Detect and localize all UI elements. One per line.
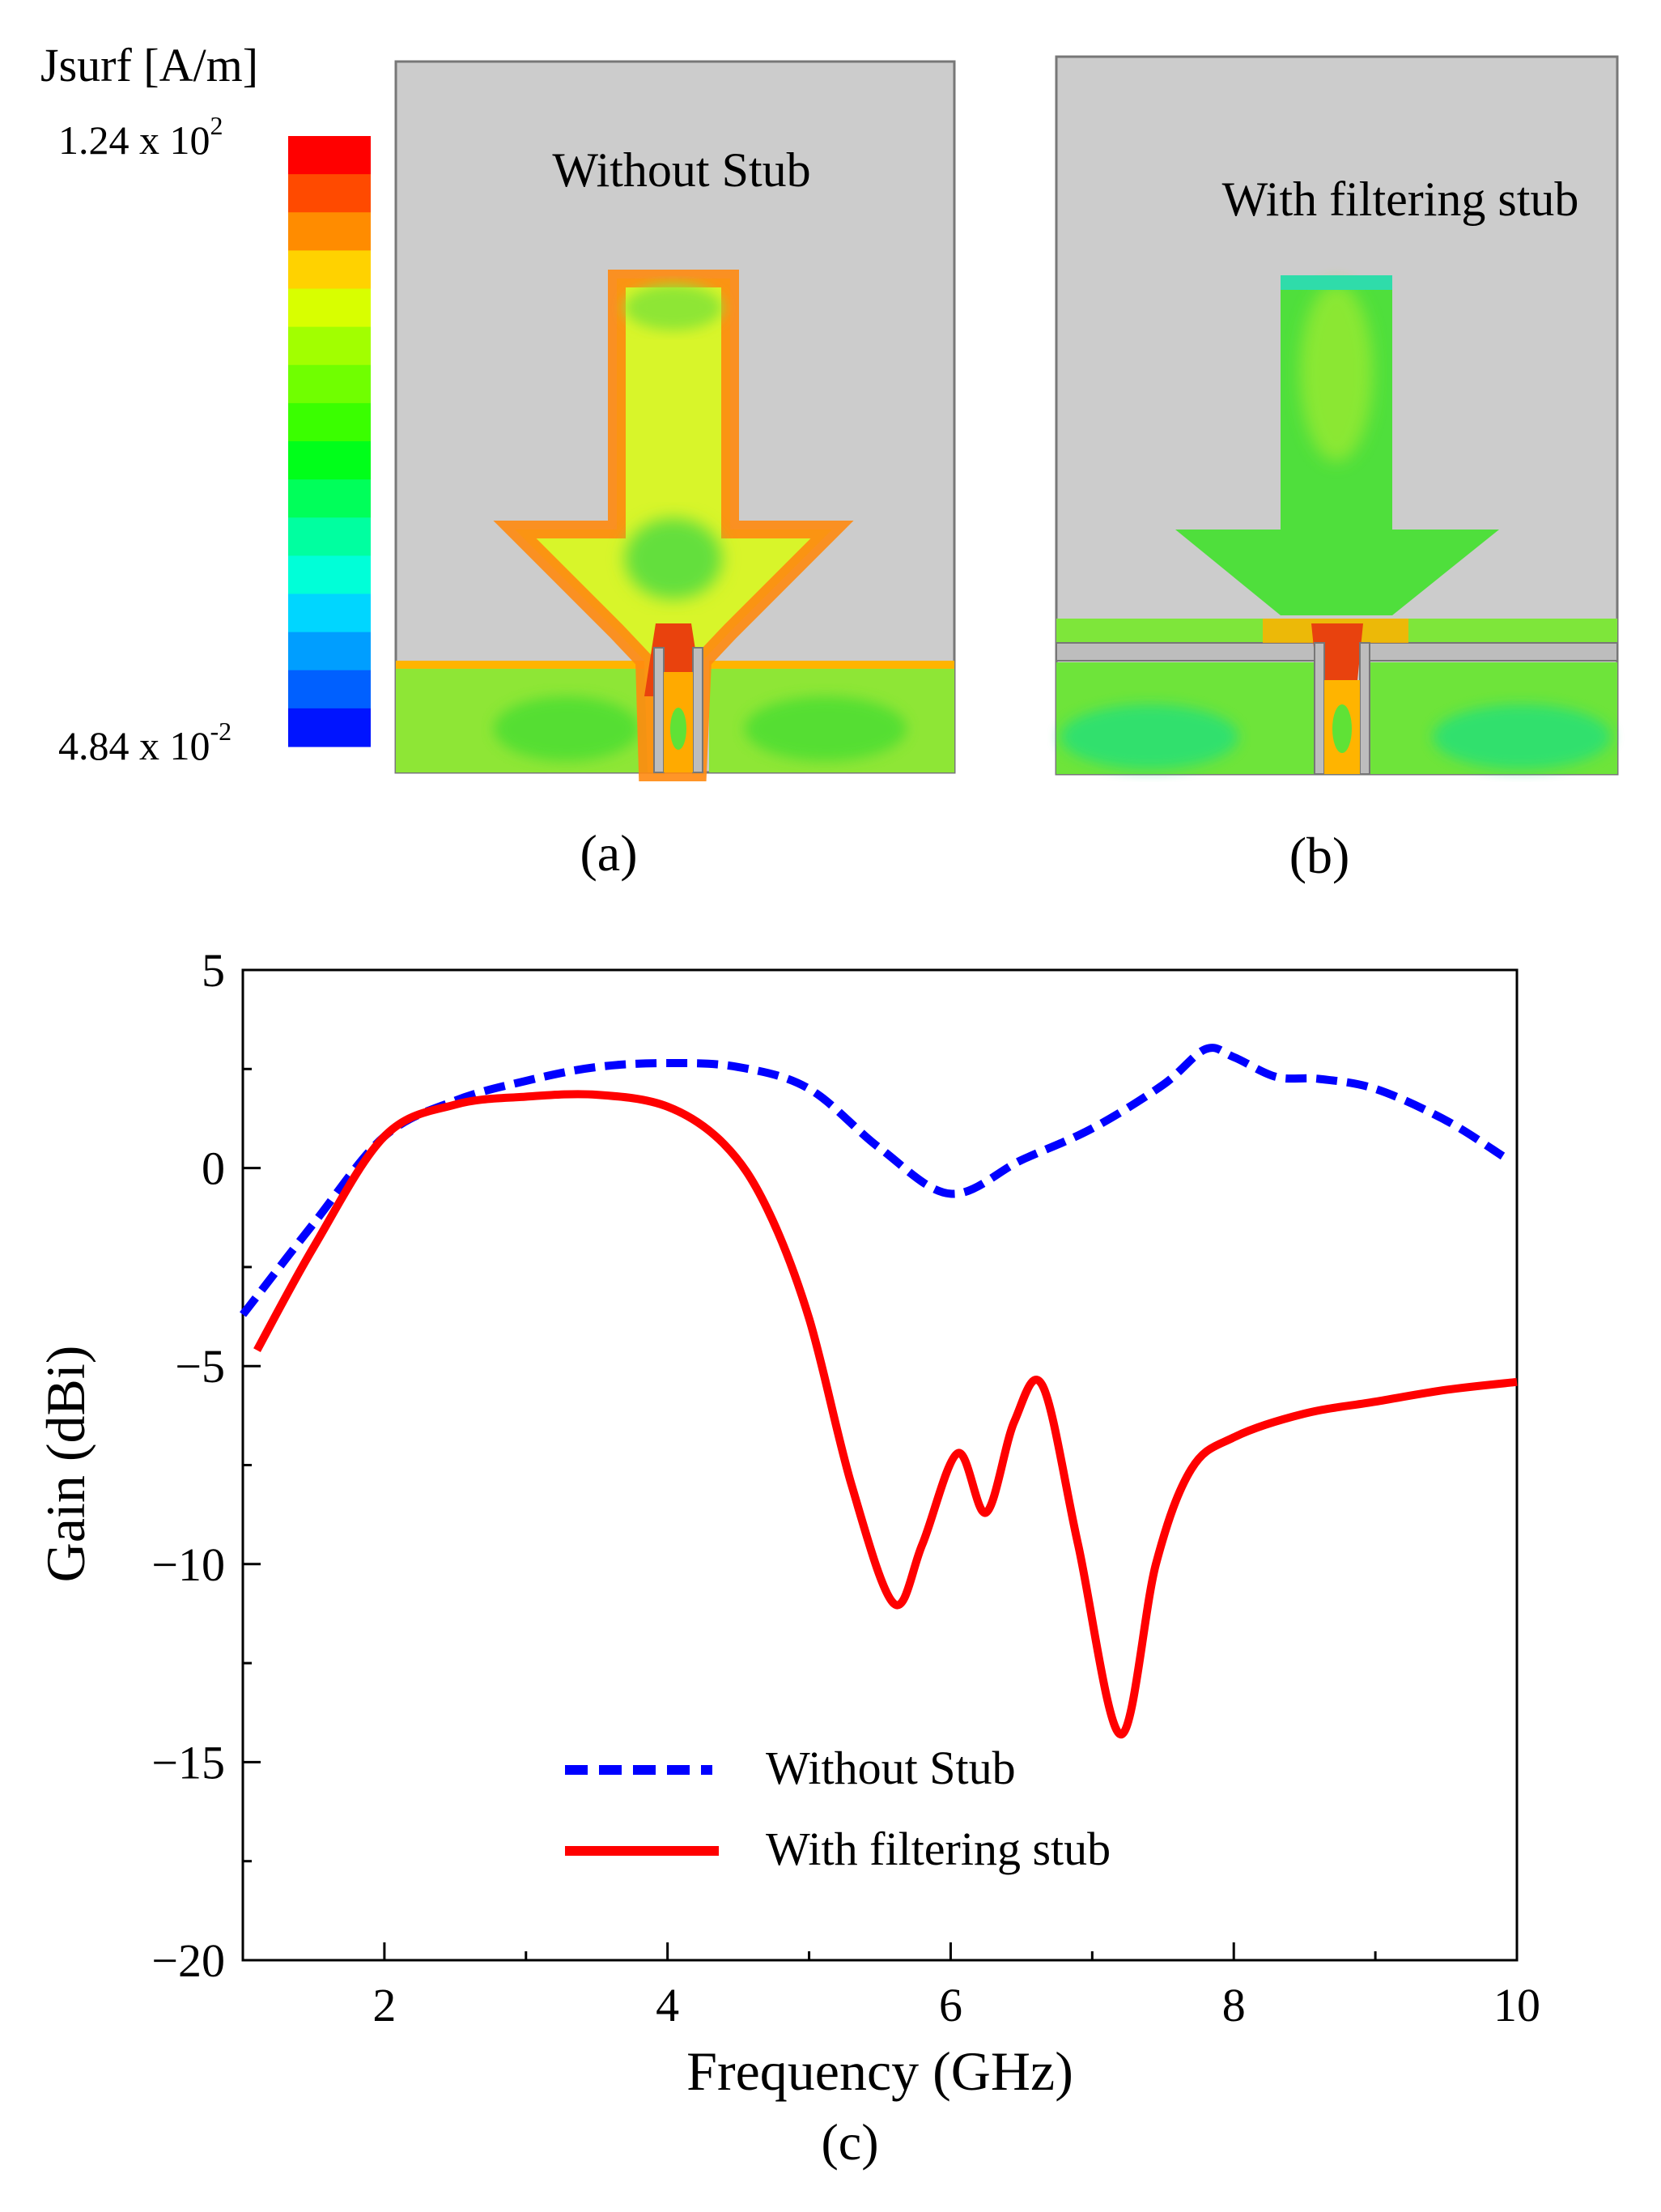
ground-plane-a: [396, 661, 954, 772]
colorbar-cell: [288, 555, 371, 595]
x-axis-label: Frequency (GHz): [686, 2040, 1073, 2102]
colorbar-cell: [288, 136, 371, 175]
ground-plane-b: [1056, 662, 1617, 774]
colorbar-scale: [288, 136, 371, 747]
colorbar: Jsurf [A/m] 1.24 x 102 4.84 x 10-2: [40, 39, 371, 768]
x-tick-label: 2: [372, 1979, 396, 2031]
feed-line-a: [653, 647, 703, 773]
colorbar-cell: [288, 670, 371, 709]
legend-label-with-filtering-stub: With filtering stub: [766, 1823, 1111, 1875]
colorbar-cell: [288, 250, 371, 290]
colorbar-max-exponent: 2: [210, 111, 223, 140]
colorbar-min-exponent: -2: [210, 717, 232, 746]
feed-line-b: [1314, 642, 1370, 775]
colorbar-min-mantissa: 4.84 x 10: [58, 723, 210, 768]
y-tick-label: 5: [202, 944, 225, 997]
series-line-without-stub: [240, 1044, 1506, 1317]
colorbar-cell: [288, 174, 371, 213]
y-tick-label: 0: [202, 1142, 225, 1195]
legend: Without Stub With filtering stub: [565, 1742, 1111, 1875]
y-tick-label: −15: [151, 1736, 225, 1789]
panel-b-caption: (b): [1289, 827, 1350, 884]
panel-a-label: Without Stub: [552, 143, 810, 197]
colorbar-cell: [288, 632, 371, 671]
colorbar-cell: [288, 593, 371, 633]
axis-ticks: 2 4 6 8 10 5 0 −5 −10 −15 −20: [151, 944, 1540, 2031]
panel-a: Without Stub (a): [394, 60, 956, 882]
plot-frame: [241, 968, 1519, 1962]
y-tick-label: −20: [151, 1934, 225, 1987]
colorbar-max-mantissa: 1.24 x 10: [58, 117, 210, 163]
colorbar-cell: [288, 517, 371, 556]
colorbar-cell: [288, 364, 371, 404]
colorbar-cell: [288, 479, 371, 518]
chart-caption: (c): [821, 2113, 878, 2171]
colorbar-cell: [288, 288, 371, 328]
colorbar-cell: [288, 441, 371, 480]
y-axis-label: Gain (dBi): [35, 1346, 96, 1583]
x-tick-label: 8: [1222, 1979, 1246, 2031]
panel-a-caption: (a): [580, 824, 637, 882]
panel-b-label: With filtering stub: [1222, 172, 1579, 226]
colorbar-min-label: 4.84 x 10-2: [58, 717, 232, 768]
x-tick-label: 4: [656, 1979, 679, 2031]
y-tick-label: −10: [151, 1538, 225, 1591]
colorbar-cell: [288, 402, 371, 442]
x-tick-label: 6: [939, 1979, 962, 2031]
series-line-with-filtering-stub: [253, 1090, 1518, 1739]
colorbar-max-label: 1.24 x 102: [58, 111, 223, 163]
x-tick-label: 10: [1493, 1979, 1540, 2031]
panel-b: With filtering stub (b): [1055, 55, 1619, 884]
series-layer: [240, 1044, 1518, 1739]
colorbar-cell: [288, 708, 371, 747]
y-tick-label: −5: [175, 1340, 225, 1393]
gain-chart: 2 4 6 8 10 5 0 −5 −10 −15 −20 Without Stub With fi…: [35, 944, 1540, 2171]
legend-label-without-stub: Without Stub: [766, 1742, 1016, 1794]
colorbar-cell: [288, 212, 371, 251]
colorbar-title: Jsurf [A/m]: [40, 39, 258, 91]
colorbar-cell: [288, 326, 371, 366]
